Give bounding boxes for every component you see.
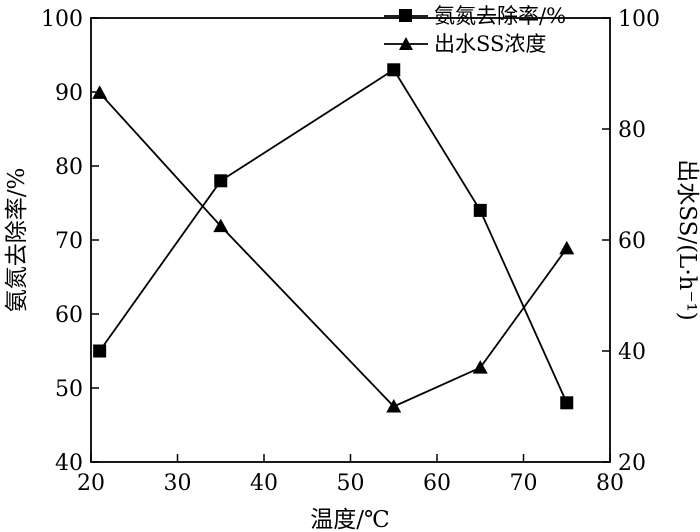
x-tick-label: 60 (423, 471, 451, 496)
x-tick-label: 50 (337, 471, 365, 496)
left-y-tick-label: 80 (55, 155, 83, 180)
x-tick-label: 80 (596, 471, 624, 496)
square-data-point (560, 396, 574, 410)
x-tick-label: 70 (510, 471, 538, 496)
legend-triangle-marker (399, 37, 413, 50)
series-markers (92, 63, 575, 413)
legend: 氨氮去除率/% 出水SS浓度 (384, 4, 566, 56)
right-y-tick-label: 80 (618, 118, 646, 143)
left-y-tick-label: 90 (55, 81, 83, 106)
left-y-tick-label: 100 (41, 7, 83, 32)
series-line-1 (98, 68, 568, 404)
triangle-data-point (92, 85, 108, 99)
right-y-tick-label: 40 (618, 340, 646, 365)
left-y-tick-label: 60 (55, 303, 83, 328)
right-y-tick-label: 60 (618, 229, 646, 254)
x-tick-label: 30 (164, 471, 192, 496)
x-axis-title: 温度/℃ (310, 507, 389, 532)
square-data-point (387, 63, 401, 77)
square-data-point (473, 203, 487, 217)
triangle-data-point (559, 240, 575, 255)
left-y-tick-label: 40 (55, 451, 83, 476)
x-tick-label: 40 (250, 471, 278, 496)
series-lines (98, 68, 568, 408)
triangle-data-point (472, 360, 488, 374)
legend-label-ss: 出水SS浓度 (434, 32, 546, 56)
series-line-2 (98, 92, 568, 408)
right-y-axis-title: 出水SS/(L·h⁻¹) (674, 159, 700, 321)
left-y-axis-title: 氨氮去除率/% (4, 168, 30, 313)
square-data-point (93, 344, 107, 358)
x-tick-label: 20 (77, 471, 105, 496)
left-y-tick-label: 70 (55, 229, 83, 254)
triangle-data-point (386, 399, 402, 413)
square-data-point (214, 174, 228, 188)
left-y-tick-label: 50 (55, 377, 83, 402)
plot-frame (90, 17, 611, 463)
right-y-tick-label: 100 (618, 7, 660, 32)
triangle-data-point (213, 218, 229, 233)
legend-square-marker (399, 9, 412, 22)
right-y-tick-label: 20 (618, 451, 646, 476)
legend-label-removal-rate: 氨氮去除率/% (434, 4, 566, 28)
